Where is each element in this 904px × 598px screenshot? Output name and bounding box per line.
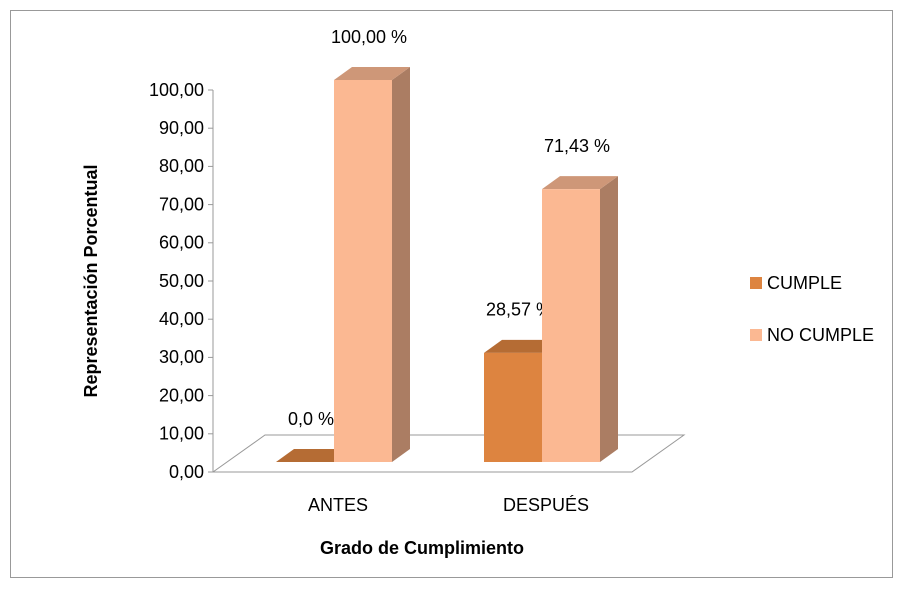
x-tick-label: DESPUÉS <box>503 495 589 515</box>
value-label: 0,0 % <box>288 409 334 429</box>
y-tick-label: 40,00 <box>159 309 204 329</box>
y-tick-label: 100,00 <box>149 80 204 100</box>
bar-side <box>392 67 410 462</box>
y-tick-label: 80,00 <box>159 156 204 176</box>
bar-top <box>542 176 618 190</box>
chart-frame <box>10 10 893 578</box>
y-tick-label: 0,00 <box>169 462 204 482</box>
x-axis-title: Grado de Cumplimiento <box>320 538 524 558</box>
y-tick-label: 30,00 <box>159 347 204 367</box>
y-tick-label: 10,00 <box>159 424 204 444</box>
bar-top <box>334 67 410 80</box>
bar-top <box>484 339 560 353</box>
y-axis-title: Representación Porcentual <box>81 164 101 397</box>
bar <box>542 189 600 463</box>
y-tick-label: 20,00 <box>159 385 204 405</box>
value-label: 100,00 % <box>331 27 407 47</box>
y-tick-label: 50,00 <box>159 271 204 291</box>
legend-label: CUMPLE <box>767 273 842 293</box>
y-tick-label: 90,00 <box>159 118 204 138</box>
value-label: 71,43 % <box>544 136 610 156</box>
y-tick-label: 70,00 <box>159 194 204 214</box>
bar-top <box>276 449 352 462</box>
bar-side <box>600 176 618 463</box>
legend-swatch <box>750 329 762 341</box>
y-tick-label: 60,00 <box>159 233 204 253</box>
legend-swatch <box>750 277 762 289</box>
bar <box>334 80 392 462</box>
x-tick-label: ANTES <box>308 495 368 515</box>
value-label: 28,57 % <box>486 300 552 320</box>
floor <box>211 434 686 473</box>
bar <box>484 352 542 462</box>
legend-label: NO CUMPLE <box>767 325 874 345</box>
